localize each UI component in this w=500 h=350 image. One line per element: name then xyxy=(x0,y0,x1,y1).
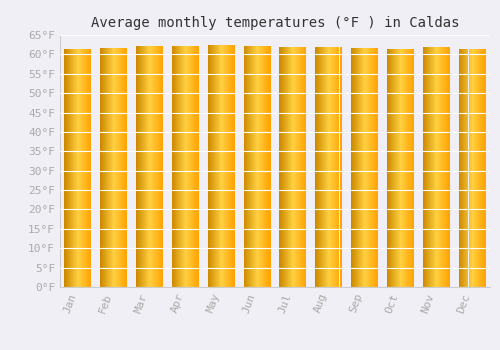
Title: Average monthly temperatures (°F ) in Caldas: Average monthly temperatures (°F ) in Ca… xyxy=(91,16,459,30)
